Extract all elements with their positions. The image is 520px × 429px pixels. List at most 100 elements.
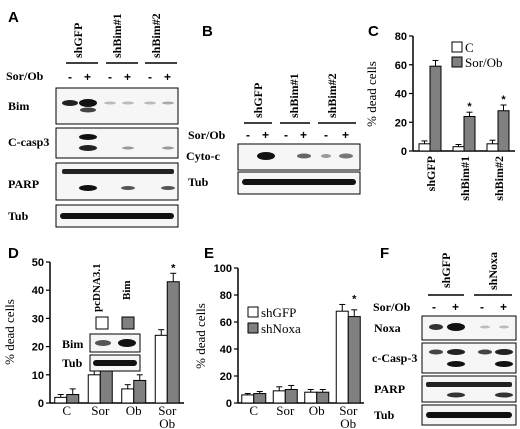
bar	[304, 391, 318, 404]
blot-band	[426, 412, 512, 418]
bar	[253, 393, 267, 404]
legend-swatch	[247, 322, 259, 334]
blot-band	[495, 349, 513, 355]
y-tick-label: 80	[395, 31, 407, 43]
bar	[335, 310, 349, 404]
legend-label: C	[465, 40, 474, 55]
sign: -	[324, 128, 328, 142]
x-tick-label: shBim#1	[458, 156, 472, 201]
panel-b-sample-labels: shGFP shBim#1 shBim#2	[251, 73, 339, 118]
blot-band	[297, 153, 311, 159]
treatment-label: Sor/Ob	[188, 128, 226, 142]
bar	[486, 143, 499, 152]
blot-box	[89, 333, 141, 353]
x-tick-label: C	[249, 403, 258, 418]
y-axis-label: % dead cells	[193, 303, 208, 369]
sign: +	[300, 128, 307, 142]
blot-row-label: PARP	[374, 382, 405, 396]
legend-swatch	[451, 41, 463, 53]
blot-box	[421, 342, 517, 374]
bar	[452, 146, 465, 152]
significance-marker: *	[501, 94, 506, 106]
sample-label: shBim#1	[287, 73, 301, 118]
blot-box	[55, 87, 179, 125]
blot-band	[79, 185, 97, 191]
blot-row-label: PARP	[8, 177, 39, 191]
blot-row-label: Cyto-c	[186, 149, 221, 163]
blot-band	[495, 392, 513, 398]
y-tick-label: 60	[395, 60, 407, 72]
legend-label: Sor/Ob	[465, 55, 503, 70]
y-tick-label: 20	[220, 371, 232, 383]
bar	[316, 391, 330, 404]
bar	[133, 379, 147, 404]
blot-row-label: Noxa	[374, 321, 401, 335]
blot-band	[478, 349, 492, 355]
panel-label-a: A	[8, 9, 19, 26]
treatment-label: Sor/Ob	[373, 300, 411, 314]
blot-box	[55, 127, 179, 159]
panel-label-b: B	[202, 23, 213, 40]
blot-band	[429, 349, 443, 355]
sample-label: shGFP	[439, 253, 453, 288]
sign: +	[84, 70, 91, 84]
bar	[166, 281, 180, 404]
y-tick-label: 50	[32, 257, 44, 269]
x-tick-label: C	[62, 403, 71, 418]
panel-label-f: F	[380, 245, 389, 262]
sample-label: shBim#2	[149, 13, 163, 58]
legend-label: shGFP	[261, 305, 296, 320]
x-tick-label: Sor	[91, 403, 110, 418]
y-tick-label: 0	[401, 146, 407, 158]
blot-band	[122, 101, 134, 105]
legend-swatch	[451, 56, 463, 68]
sample-label: shGFP	[71, 23, 85, 58]
sign: -	[148, 70, 152, 84]
blot-box	[55, 162, 179, 201]
x-tick-label: Ob	[309, 403, 325, 418]
blot-band	[95, 340, 111, 346]
blot-band	[321, 154, 331, 158]
inset-sample-label: pcDNA3.1	[91, 263, 103, 312]
blot-box	[421, 375, 517, 403]
y-axis-label: % dead cells	[364, 61, 379, 127]
bar	[99, 368, 113, 404]
bar	[241, 394, 255, 404]
x-tick-label: Ob	[159, 416, 175, 429]
blot-band	[447, 349, 465, 355]
blot-row-label: Bim	[62, 337, 83, 351]
blot-band	[121, 186, 135, 190]
bar	[463, 116, 476, 152]
bar	[87, 374, 101, 404]
x-tick-label: shGFP	[424, 156, 438, 191]
sample-label: shNoxa	[486, 252, 500, 290]
y-tick-label: 10	[32, 370, 44, 382]
y-tick-label: 30	[32, 313, 44, 325]
bar	[284, 389, 298, 404]
blot-band	[499, 325, 509, 329]
panel-a-sample-labels: shGFP shBim#1 shBim#2	[71, 13, 163, 58]
chart-c: 0 20 40 60 80 % dead cells shGFP * shBim#1 * shBim…	[364, 31, 515, 201]
sign: +	[452, 300, 459, 314]
sign: -	[246, 128, 250, 142]
blot-band	[447, 392, 465, 398]
sign: +	[500, 300, 507, 314]
bar	[429, 65, 442, 152]
blot-band	[495, 361, 513, 367]
y-tick-label: 20	[395, 117, 407, 129]
inset-sample-label: Bim	[121, 280, 133, 300]
blot-row-label: Bim	[8, 99, 29, 113]
significance-marker: *	[467, 101, 472, 113]
x-tick-label: Ob	[340, 416, 356, 429]
y-tick-label: 100	[214, 263, 232, 275]
x-tick-label: Sor	[339, 403, 358, 418]
blot-band	[339, 153, 353, 159]
panel-label-e: E	[204, 245, 214, 262]
y-tick-label: 80	[220, 290, 232, 302]
blot-band	[79, 145, 97, 151]
blot-band	[480, 325, 490, 329]
blot-band	[60, 213, 174, 219]
treatment-label: Sor/Ob	[6, 69, 44, 83]
